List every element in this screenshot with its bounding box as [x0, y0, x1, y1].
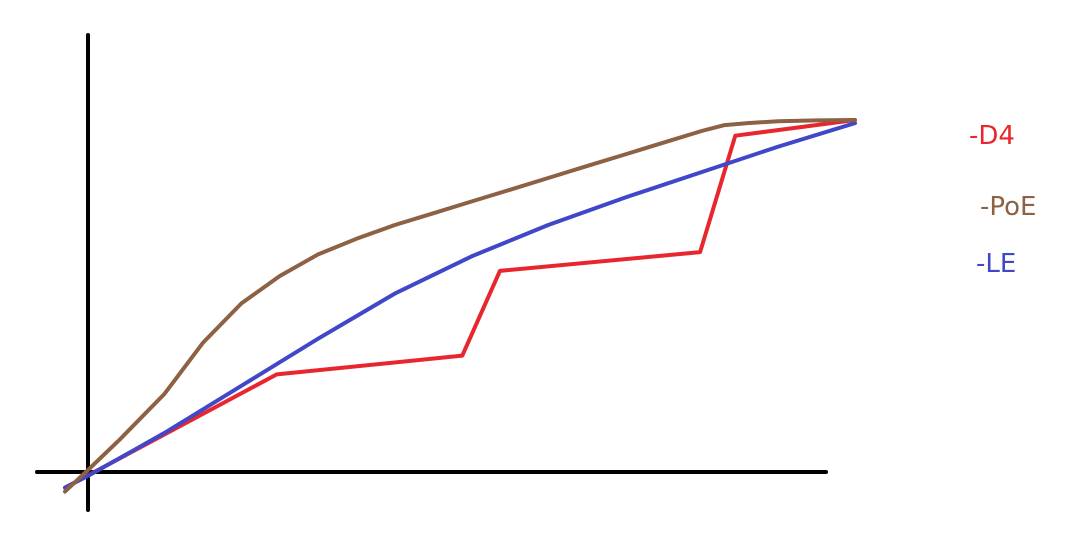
series-line-le: [63, 121, 857, 490]
series-line-poe: [63, 118, 857, 494]
legend-label-le: -LE: [976, 249, 1017, 279]
series-line-d4: [63, 118, 857, 490]
series-layer: [63, 118, 857, 494]
legend-label-poe: -PoE: [980, 192, 1037, 222]
legend-label-d4: -D4: [969, 121, 1015, 151]
